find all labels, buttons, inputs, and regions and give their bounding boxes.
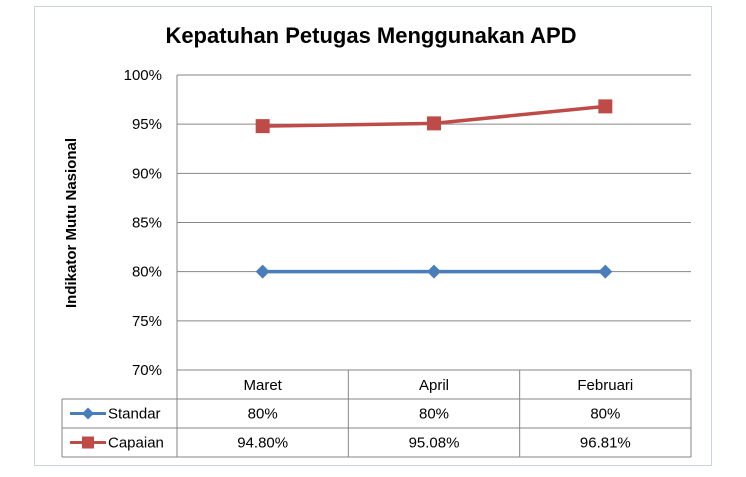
y-tick-label: 85%	[132, 215, 162, 232]
table-cell-value: 80%	[419, 406, 449, 423]
chart-frame	[34, 6, 712, 466]
legend-marker	[82, 436, 94, 449]
legend-marker	[82, 407, 94, 420]
data-point	[255, 119, 270, 134]
table-cell-value: 96.81%	[580, 435, 631, 452]
data-point	[598, 99, 613, 114]
legend-label: Standar	[108, 406, 161, 423]
chart-title: Kepatuhan Petugas Menggunakan APD	[165, 23, 576, 48]
y-tick-label: 95%	[132, 116, 162, 133]
y-tick-label: 75%	[132, 313, 162, 330]
x-tick-label: Maret	[243, 377, 282, 394]
x-tick-label: Februari	[577, 377, 633, 394]
table-cell-value: 95.08%	[409, 435, 460, 452]
data-point	[255, 264, 270, 279]
data-point	[598, 264, 613, 279]
legend-label: Capaian	[108, 435, 164, 452]
data-point	[427, 264, 441, 279]
y-tick-label: 70%	[132, 362, 162, 379]
y-axis-label: Indikator Mutu Nasional	[63, 138, 80, 308]
x-tick-label: April	[419, 377, 449, 394]
table-cell-value: 94.80%	[237, 435, 288, 452]
table-cell-value: 80%	[590, 406, 620, 423]
y-tick-label: 90%	[132, 165, 162, 182]
table-cell-value: 80%	[248, 406, 278, 423]
y-tick-label: 100%	[124, 67, 162, 84]
y-tick-label: 80%	[132, 264, 162, 281]
data-point	[427, 116, 441, 131]
